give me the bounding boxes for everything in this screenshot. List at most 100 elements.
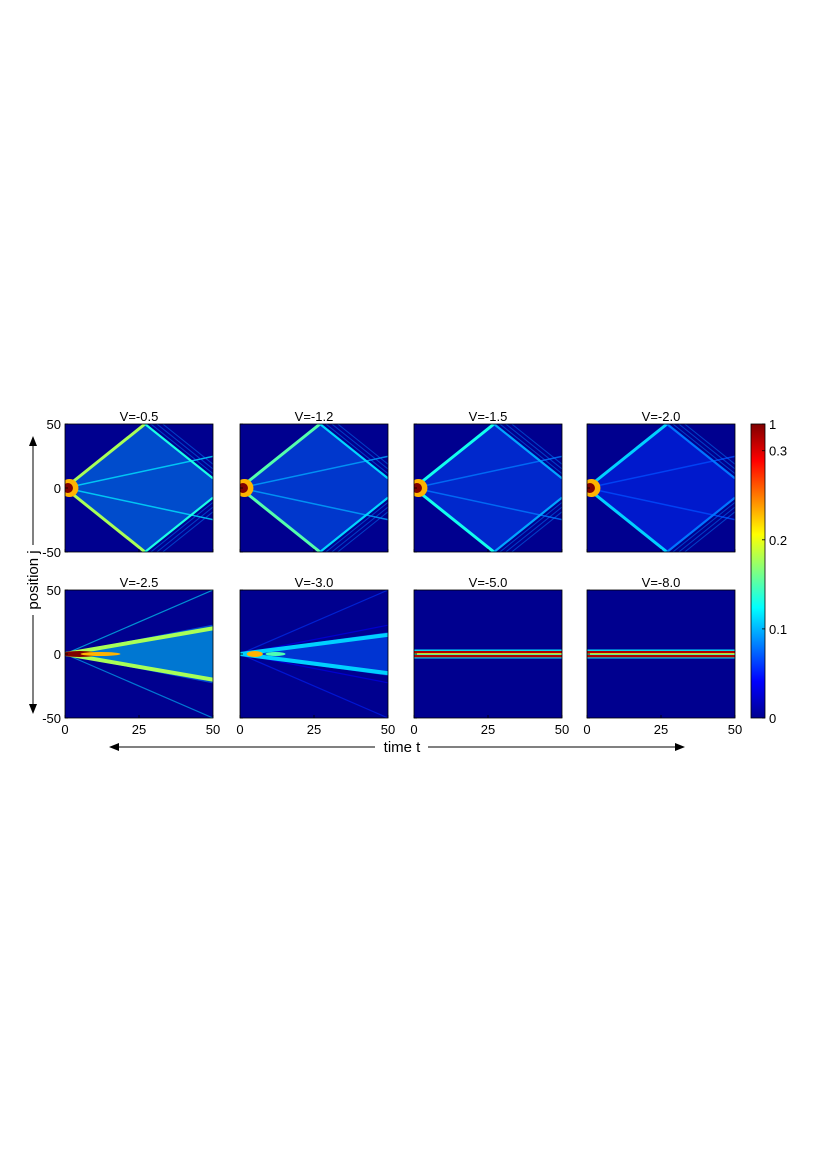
y-axis-label: position j xyxy=(25,550,42,609)
light-cone-front xyxy=(319,496,388,552)
bound-core-glow xyxy=(80,652,121,656)
reflected-fringe xyxy=(150,501,213,552)
reflected-fringe xyxy=(511,511,562,552)
secondary-front xyxy=(240,455,388,489)
reflected-fringe xyxy=(672,501,735,552)
bound-core-glow xyxy=(265,652,286,656)
y-tick-label: 0 xyxy=(54,647,61,662)
reflected-fringe xyxy=(325,424,388,475)
panel-plot xyxy=(587,424,735,552)
colorbar-tick-label: 0.2 xyxy=(769,533,787,548)
panel: V=-0.5 50 0 -50 xyxy=(42,409,214,560)
wavefront-interior xyxy=(414,424,562,552)
initial-spot-core xyxy=(414,483,422,493)
panel-title: V=-1.5 xyxy=(469,409,508,424)
wavefront-interior xyxy=(587,424,735,552)
faint-front xyxy=(65,653,213,718)
colorbar-ticks: 1 0.3 0.2 0.1 0 xyxy=(762,417,787,726)
panel: V=-1.2 xyxy=(239,409,389,553)
x-tick-label: 50 xyxy=(728,722,742,737)
panel-plot xyxy=(65,590,213,718)
reflected-fringe xyxy=(678,424,735,470)
x-tick-label: 0 xyxy=(410,722,417,737)
panel-plot xyxy=(414,649,562,659)
reflected-fringe xyxy=(505,506,562,552)
y-tick-label: 0 xyxy=(54,481,61,496)
panel-title: V=-2.5 xyxy=(120,575,159,590)
reflected-fringe xyxy=(672,424,735,475)
colorbar-tick-label: 0 xyxy=(769,711,776,726)
secondary-front xyxy=(240,487,388,521)
panel-plot xyxy=(414,424,562,552)
y-tick-label: -50 xyxy=(42,711,61,726)
panel: V=-8.0 0 25 50 xyxy=(583,575,742,737)
colorbar-gradient xyxy=(750,423,766,719)
x-tick-label: 25 xyxy=(307,722,321,737)
localized-band-upper xyxy=(587,650,735,654)
light-cone-front xyxy=(414,424,495,490)
y-tick-label: 50 xyxy=(47,583,61,598)
x-tick-label: 0 xyxy=(236,722,243,737)
reflected-fringe xyxy=(337,511,388,552)
colorbar-tick-label: 0.3 xyxy=(769,444,787,459)
x-tick-label: 25 xyxy=(654,722,668,737)
reflected-fringe xyxy=(499,501,562,552)
panel: V=-3.0 0 25 50 xyxy=(236,575,395,737)
x-tick-label: 50 xyxy=(381,722,395,737)
reflected-fringe xyxy=(684,424,735,465)
reflected-fringe xyxy=(325,501,388,552)
x-tick-label: 50 xyxy=(206,722,220,737)
light-cone-front xyxy=(319,424,388,480)
panel-title: V=-1.2 xyxy=(295,409,334,424)
bound-pair-front xyxy=(240,632,388,656)
light-cone-front xyxy=(144,424,213,480)
reflected-fringe xyxy=(162,511,213,552)
initial-spot-core xyxy=(240,483,248,493)
reflected-fringe xyxy=(331,506,388,552)
light-cone-front xyxy=(144,496,213,552)
reflected-fringe xyxy=(511,424,562,465)
light-cone-front xyxy=(414,486,495,552)
y-axis-label-group: position j xyxy=(25,436,42,714)
light-cone-front xyxy=(493,424,562,480)
reflected-fringe xyxy=(156,506,213,552)
panel-title: V=-2.0 xyxy=(642,409,681,424)
reflected-fringe xyxy=(505,424,562,470)
panel-title: V=-0.5 xyxy=(120,409,159,424)
localized-band-lower xyxy=(587,655,735,658)
bound-pair-front xyxy=(65,652,213,682)
panel-plot xyxy=(65,424,213,552)
panel: V=-2.0 xyxy=(586,409,736,553)
wavefront-interior xyxy=(240,424,388,552)
light-cone-front xyxy=(65,486,146,552)
light-cone-front xyxy=(587,424,668,490)
wavefront-interior xyxy=(65,424,213,552)
bound-pair-wedge xyxy=(65,625,213,683)
secondary-front xyxy=(587,455,735,489)
reflected-fringe xyxy=(150,424,213,475)
light-cone-front xyxy=(65,424,146,490)
x-tick-label: 0 xyxy=(583,722,590,737)
x-tick-label: 50 xyxy=(555,722,569,737)
bound-core xyxy=(246,651,263,657)
secondary-front xyxy=(65,455,213,489)
localized-band-center xyxy=(587,653,735,655)
faint-front xyxy=(65,590,213,655)
secondary-front xyxy=(414,455,562,489)
bound-pair-front xyxy=(65,626,213,656)
localized-band-upper xyxy=(414,650,562,654)
colorbar-tick-label: 1 xyxy=(769,417,776,432)
reflected-fringe xyxy=(156,424,213,470)
y-tick-label: -50 xyxy=(42,545,61,560)
faint-front xyxy=(240,590,388,655)
y-tick-label: 50 xyxy=(47,417,61,432)
light-cone-front xyxy=(587,486,668,552)
secondary-front xyxy=(587,487,735,521)
light-cone-front xyxy=(493,496,562,552)
panel: V=-1.5 xyxy=(413,409,563,553)
reflected-fringe xyxy=(162,424,213,465)
light-cone-front xyxy=(240,486,321,552)
x-tick-label: 25 xyxy=(132,722,146,737)
